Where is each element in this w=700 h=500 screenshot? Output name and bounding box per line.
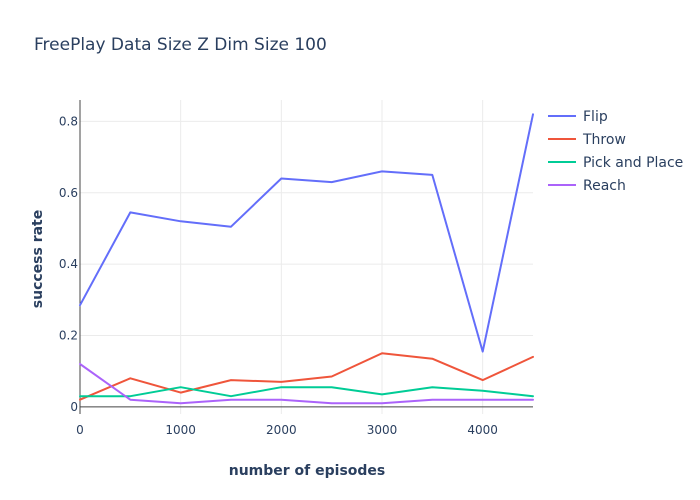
legend-label: Pick and Place <box>583 155 683 171</box>
series-line-flip <box>79 113 534 353</box>
legend-label: Flip <box>583 109 608 125</box>
y-tick-label: 0.4 <box>59 257 78 271</box>
legend-item-pick-and-place[interactable]: Pick and Place <box>548 155 683 171</box>
zero-line <box>79 100 533 414</box>
x-axis-ticks: 0 1000 2000 3000 4000 <box>76 423 498 437</box>
series-line-throw <box>79 352 534 401</box>
x-tick-label: 0 <box>76 423 84 437</box>
y-axis-title: success rate <box>30 210 46 308</box>
legend-item-reach[interactable]: Reach <box>548 178 626 194</box>
y-tick-label: 0 <box>70 400 78 414</box>
x-tick-label: 4000 <box>467 423 498 437</box>
legend-item-throw[interactable]: Throw <box>548 132 626 148</box>
y-axis-ticks: 0 0.2 0.4 0.6 0.8 <box>59 114 78 413</box>
legend-label: Reach <box>583 178 626 194</box>
x-tick-label: 2000 <box>266 423 297 437</box>
series-line-reach <box>79 363 534 405</box>
series-line-pick-and-place <box>79 386 534 398</box>
y-tick-label: 0.2 <box>59 329 78 343</box>
chart-title: FreePlay Data Size Z Dim Size 100 <box>34 35 327 55</box>
legend-label: Throw <box>582 132 626 148</box>
x-axis-title: number of episodes <box>229 463 386 479</box>
legend[interactable]: Flip Throw Pick and Place Reach <box>548 109 683 194</box>
y-tick-label: 0.8 <box>59 114 78 128</box>
legend-item-flip[interactable]: Flip <box>548 109 608 125</box>
x-tick-label: 1000 <box>165 423 196 437</box>
grid <box>80 100 533 414</box>
x-tick-label: 3000 <box>367 423 398 437</box>
series-group <box>79 113 534 405</box>
y-tick-label: 0.6 <box>59 186 78 200</box>
